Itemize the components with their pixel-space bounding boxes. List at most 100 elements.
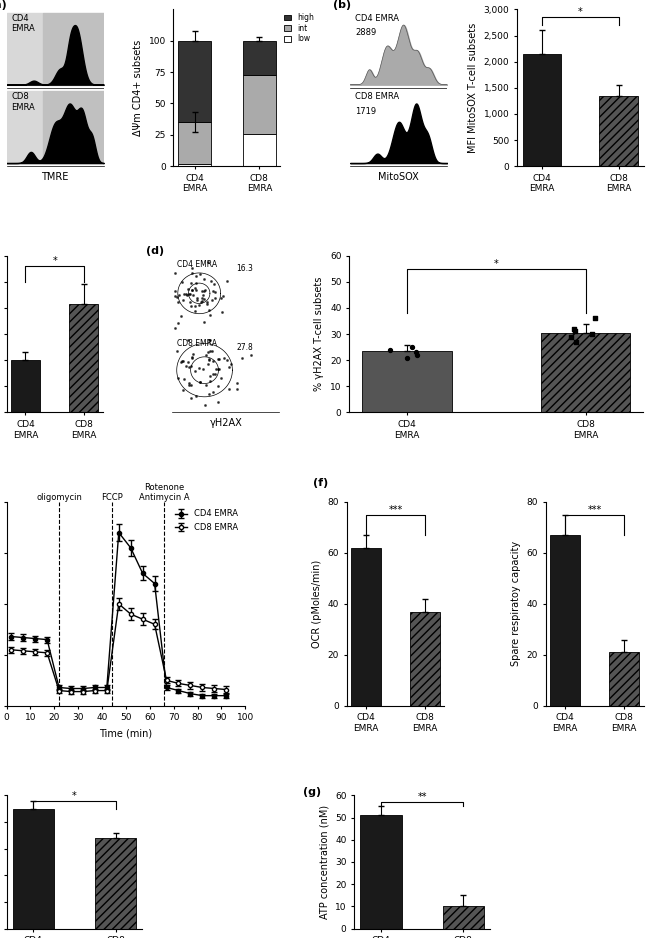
Point (411, 347, 422, 362)
Point (202, 295, 212, 310)
Text: 16.3: 16.3 (237, 265, 254, 273)
Text: (a): (a) (0, 0, 6, 10)
Point (181, 286, 191, 301)
Bar (243, 40, 276, 75)
Point (569, 322, 579, 337)
Y-axis label: ATP concentration (nM): ATP concentration (nM) (320, 805, 330, 919)
Bar (443, 906, 484, 929)
Point (172, 290, 182, 305)
Point (181, 288, 192, 303)
Point (385, 342, 395, 357)
Point (206, 293, 216, 308)
Point (187, 351, 197, 366)
Bar (610, 652, 639, 705)
Point (185, 359, 196, 374)
Point (222, 274, 232, 289)
Point (208, 283, 218, 298)
Point (195, 266, 205, 281)
Point (173, 371, 183, 386)
Y-axis label: Spare respiratoy capacity: Spare respiratoy capacity (511, 541, 521, 667)
Point (186, 276, 196, 291)
Point (198, 288, 208, 303)
Point (590, 310, 600, 325)
Text: 27.8: 27.8 (237, 342, 254, 352)
Point (195, 374, 205, 389)
Text: CD8
EMRA: CD8 EMRA (11, 93, 35, 112)
Bar (178, 122, 211, 164)
Point (217, 304, 228, 319)
Point (201, 377, 211, 392)
Bar (95, 838, 136, 929)
Point (198, 362, 209, 377)
Point (188, 346, 198, 361)
Point (172, 344, 182, 359)
Point (211, 361, 221, 376)
Bar (178, 40, 211, 122)
Bar (410, 612, 440, 705)
Point (203, 303, 214, 318)
Point (203, 344, 213, 359)
Point (587, 326, 597, 341)
Bar (172, 338, 280, 409)
Point (187, 350, 198, 365)
Point (179, 286, 189, 301)
Y-axis label: % γH2AX T-cell subsets: % γH2AX T-cell subsets (315, 277, 324, 391)
Point (185, 295, 196, 310)
Bar (541, 333, 630, 413)
X-axis label: Time (min): Time (min) (99, 728, 153, 738)
Text: CD8 EMRA: CD8 EMRA (355, 93, 399, 101)
Point (195, 375, 205, 390)
Point (204, 333, 214, 348)
Point (196, 294, 207, 309)
Point (190, 276, 201, 291)
Point (192, 290, 202, 305)
Text: 1719: 1719 (355, 107, 376, 115)
Point (177, 354, 187, 369)
Point (183, 355, 193, 370)
Point (176, 355, 186, 370)
Point (203, 356, 214, 371)
Bar (523, 53, 561, 166)
Bar (6, 91, 44, 163)
Point (185, 390, 196, 405)
Text: CD4
EMRA: CD4 EMRA (11, 14, 35, 34)
Point (200, 398, 210, 413)
Point (205, 343, 216, 358)
Bar (178, 164, 211, 166)
X-axis label: TMRE: TMRE (42, 172, 69, 182)
X-axis label: γH2AX: γH2AX (209, 418, 242, 428)
Point (204, 368, 214, 383)
Point (190, 282, 201, 297)
Point (204, 386, 214, 401)
Point (173, 295, 183, 310)
Bar (172, 259, 280, 331)
Text: CD8 EMRA: CD8 EMRA (177, 339, 216, 348)
Point (184, 375, 194, 390)
Point (188, 288, 199, 303)
Point (216, 291, 226, 306)
Point (170, 283, 180, 298)
Point (205, 374, 216, 389)
Text: ***: *** (588, 505, 602, 515)
Point (203, 352, 214, 367)
Point (200, 282, 210, 297)
Bar (70, 304, 98, 413)
Text: (d): (d) (146, 247, 164, 256)
Text: *: * (52, 256, 57, 266)
Point (237, 350, 247, 365)
Point (205, 333, 215, 348)
Point (190, 364, 200, 379)
Point (199, 284, 209, 299)
Point (566, 329, 576, 344)
Point (177, 275, 187, 290)
Point (187, 265, 198, 280)
Bar (243, 75, 276, 133)
Point (213, 361, 224, 376)
Point (184, 377, 194, 392)
Point (190, 280, 200, 295)
X-axis label: MitoSOX: MitoSOX (378, 172, 419, 182)
Bar (11, 360, 40, 413)
Bar (243, 133, 276, 166)
Bar (351, 548, 381, 705)
Bar (360, 815, 402, 929)
